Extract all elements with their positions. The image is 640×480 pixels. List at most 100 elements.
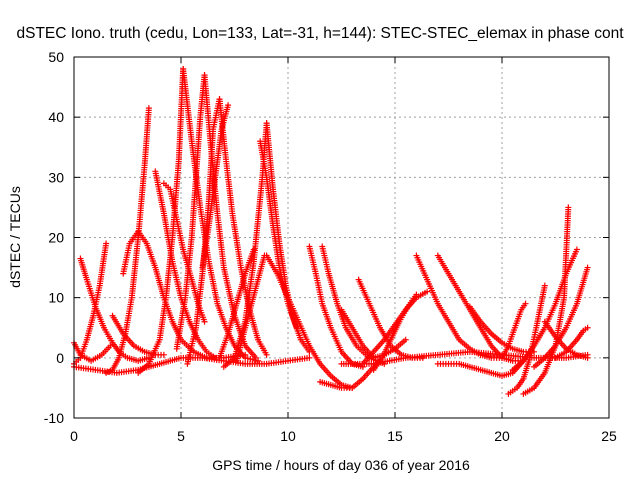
- data-point-interp: [348, 322, 355, 329]
- data-point-interp: [517, 308, 524, 315]
- x-axis-label: GPS time / hours of day 036 of year 2016: [212, 457, 470, 473]
- data-point-interp: [326, 371, 333, 378]
- data-point-interp: [233, 302, 240, 309]
- data-point-interp: [144, 362, 151, 369]
- data-point-interp: [304, 355, 311, 362]
- data-point-interp: [400, 355, 407, 362]
- data-point-interp: [83, 339, 90, 346]
- y-axis-label: dSTEC / TECUs: [7, 186, 23, 288]
- data-point-interp: [254, 278, 261, 285]
- data-point-interp: [315, 358, 322, 365]
- data-point-interp: [173, 214, 180, 221]
- x-tick-label: 20: [494, 428, 510, 444]
- data-series: [216, 246, 257, 361]
- data-point-interp: [122, 353, 129, 360]
- data-point-interp: [455, 334, 462, 341]
- data-point-interp: [240, 353, 247, 360]
- data-point-interp: [583, 266, 590, 273]
- data-point-interp: [540, 356, 547, 363]
- data-point-interp: [181, 296, 188, 303]
- data-point-interp: [507, 357, 514, 364]
- data-point-interp: [337, 346, 344, 353]
- data-series: [257, 138, 300, 331]
- data-point-interp: [562, 326, 569, 333]
- data-point-interp: [154, 361, 161, 368]
- data-point-interp: [107, 367, 114, 374]
- data-point-interp: [249, 248, 256, 255]
- data-point-interp: [379, 338, 386, 345]
- data-point-interp: [540, 371, 547, 378]
- data-point-interp: [128, 296, 135, 303]
- data-point-interp: [96, 284, 103, 291]
- data-point-interp: [561, 350, 568, 357]
- data-point-interp: [358, 340, 365, 347]
- data-point-interp: [202, 346, 209, 353]
- x-tick-label: 10: [280, 428, 296, 444]
- data-point-interp: [582, 354, 589, 361]
- data-point-interp: [442, 360, 449, 367]
- data-point-interp: [540, 326, 547, 333]
- data-point-interp: [220, 262, 227, 269]
- data-point-interp: [464, 363, 471, 370]
- data-series: [499, 300, 529, 361]
- y-tick-label: 50: [48, 49, 64, 65]
- data-point-interp: [518, 348, 525, 355]
- data-point-interp: [90, 366, 97, 373]
- data-point-interp: [486, 329, 493, 336]
- data-point-interp: [143, 355, 150, 362]
- data-series: [160, 180, 208, 325]
- data-point-interp: [358, 377, 365, 384]
- data-point-interp: [229, 356, 236, 363]
- data-point-interp: [395, 320, 402, 327]
- data-point-interp: [572, 248, 579, 255]
- data-point-interp: [209, 128, 216, 135]
- data-series: [552, 324, 591, 361]
- data-point-interp: [129, 341, 136, 348]
- data-point-interp: [201, 353, 208, 360]
- data-point-interp: [579, 329, 586, 336]
- data-point-interp: [251, 353, 258, 360]
- data-point-interp: [119, 328, 126, 335]
- data-point-interp: [160, 208, 167, 215]
- data-series: [71, 240, 110, 367]
- data-point-interp: [325, 268, 332, 275]
- data-point-interp: [89, 314, 96, 321]
- data-point-interp: [444, 316, 451, 323]
- data-point-interp: [423, 274, 430, 281]
- data-point-interp: [369, 350, 376, 357]
- data-point-interp: [352, 340, 359, 347]
- data-point-interp: [551, 302, 558, 309]
- data-point-interp: [476, 316, 483, 323]
- data-point-interp: [200, 316, 207, 323]
- data-point-interp: [312, 268, 319, 275]
- data-point-interp: [241, 272, 248, 279]
- data-point-interp: [541, 284, 548, 291]
- data-series: [77, 255, 152, 364]
- data-point-interp: [114, 347, 121, 354]
- data-series: [531, 264, 591, 370]
- data-point-interp: [230, 340, 237, 347]
- data-series: [541, 318, 591, 361]
- data-point-interp: [511, 386, 518, 393]
- data-point-interp: [519, 377, 526, 384]
- data-series: [370, 291, 420, 373]
- data-point-interp: [346, 384, 353, 391]
- data-point-interp: [102, 242, 109, 249]
- data-point-interp: [486, 369, 493, 376]
- data-point-interp: [192, 327, 199, 334]
- data-point-interp: [145, 107, 152, 114]
- data-point-interp: [421, 289, 428, 296]
- data-point-interp: [455, 286, 462, 293]
- data-point-interp: [168, 316, 175, 323]
- data-point-interp: [158, 351, 165, 358]
- data-point-interp: [390, 323, 397, 330]
- data-point-interp: [284, 292, 291, 299]
- data-point-interp: [108, 337, 115, 344]
- data-point-interp: [528, 386, 535, 393]
- data-point-interp: [444, 268, 451, 275]
- data-point-interp: [325, 381, 332, 388]
- data-point-interp: [282, 358, 289, 365]
- data-point-interp: [213, 298, 220, 305]
- ticks: 0 5 10 15 20 25 -10 0 10 20 30 40 50: [44, 49, 617, 444]
